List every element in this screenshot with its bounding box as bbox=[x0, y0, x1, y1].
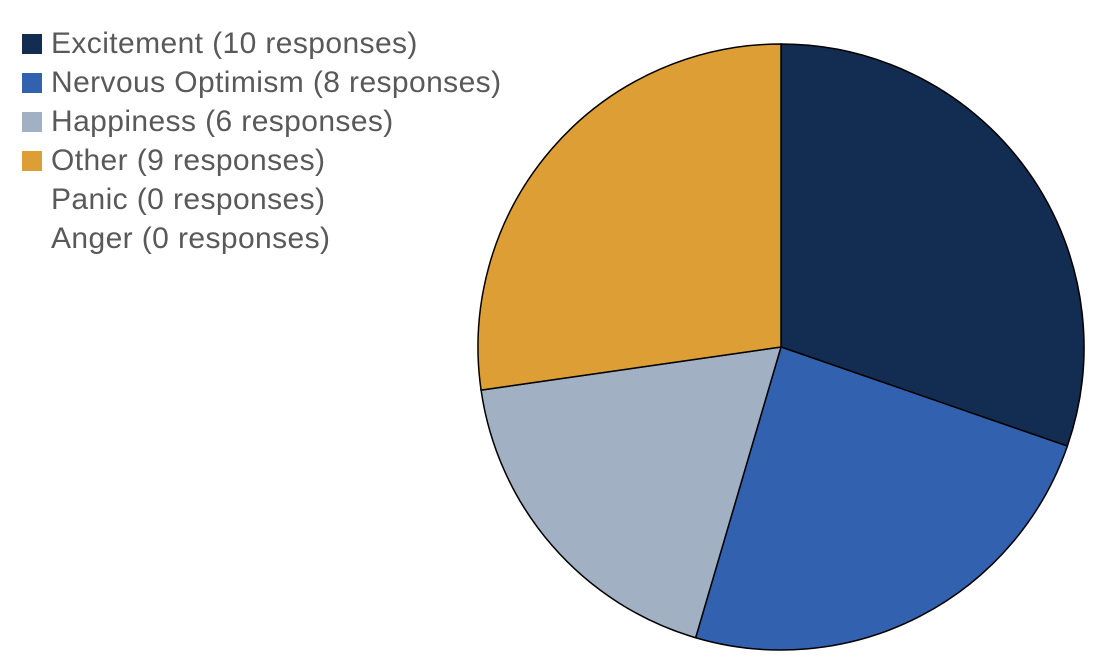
legend-label: Anger (0 responses) bbox=[51, 221, 331, 255]
legend-swatch bbox=[22, 111, 42, 132]
pie-slice-3 bbox=[477, 43, 782, 391]
pie-slice-2 bbox=[480, 346, 783, 639]
legend-swatch bbox=[22, 150, 42, 171]
legend-item: Happiness (6 responses) bbox=[22, 102, 501, 141]
pie-slices bbox=[477, 43, 1085, 651]
legend-item: Excitement (10 responses) bbox=[22, 24, 501, 63]
legend-item: Other (9 responses) bbox=[22, 141, 501, 180]
legend-label: Happiness (6 responses) bbox=[51, 104, 394, 138]
legend-swatch bbox=[22, 190, 42, 210]
chart-legend: Excitement (10 responses) Nervous Optimis… bbox=[22, 24, 501, 258]
legend-swatch bbox=[22, 72, 42, 93]
legend-item: Nervous Optimism (8 responses) bbox=[22, 63, 501, 102]
legend-label: Excitement (10 responses) bbox=[51, 26, 418, 60]
legend-swatch bbox=[22, 229, 42, 249]
pie-slice-0 bbox=[780, 43, 1085, 448]
legend-label: Other (9 responses) bbox=[51, 143, 326, 177]
pie-slice-1 bbox=[694, 346, 1069, 651]
legend-swatch bbox=[22, 33, 42, 54]
legend-label: Panic (0 responses) bbox=[51, 182, 326, 216]
legend-label: Nervous Optimism (8 responses) bbox=[51, 65, 502, 99]
legend-item: Panic (0 responses) bbox=[22, 180, 501, 219]
legend-item: Anger (0 responses) bbox=[22, 219, 501, 258]
